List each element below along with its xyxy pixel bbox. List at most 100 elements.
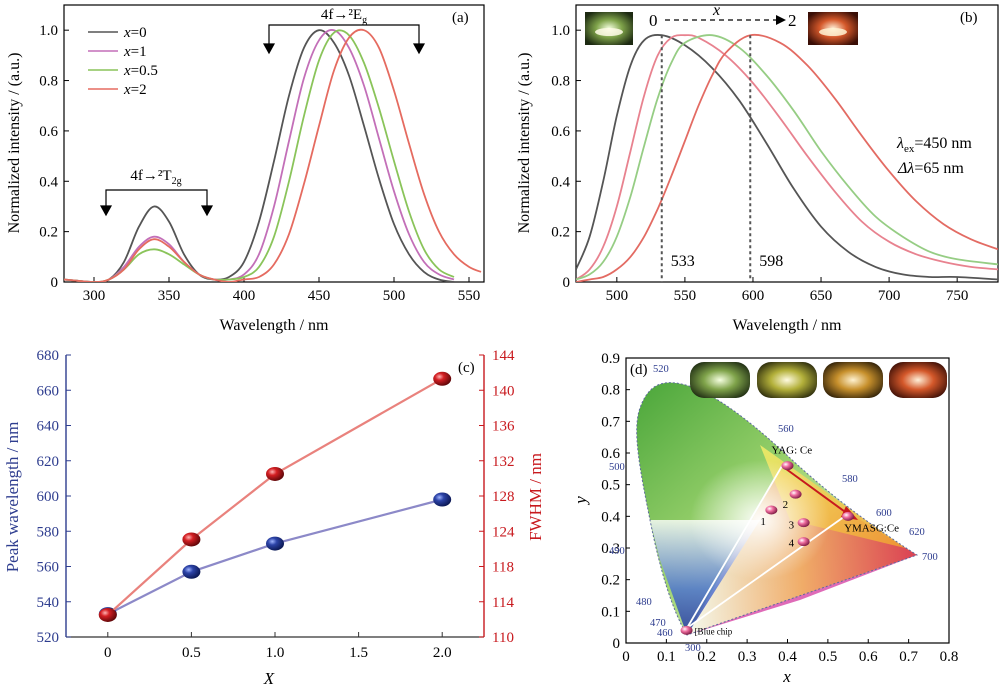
annotation-t2g xyxy=(99,189,214,217)
panel-a-legend: x=0 x=1 x=0.5 x=2 xyxy=(88,25,158,98)
peak-marker-label-1: 598 xyxy=(759,253,783,270)
panel-b-xtick-label: 650 xyxy=(810,288,833,304)
panel-c-ytick-left-label: 640 xyxy=(37,419,60,435)
panel-b-series xyxy=(576,33,998,282)
locus-label-2: 580 xyxy=(842,474,858,485)
panel-c-xtick-label: 1.0 xyxy=(266,645,285,661)
panel-d-point-6 xyxy=(680,625,693,635)
panel-d-axis-ticks: 0 0.1 0.2 0.3 0.4 0.5 0.6 0.7 0.8 0 0.1 0.2 0.3 0.4 0.… xyxy=(601,351,958,665)
panel-a-xtick-label: 500 xyxy=(383,288,406,304)
panel-d-ytick-label: 0.9 xyxy=(601,351,620,367)
panel-b-ytick-label: 0.8 xyxy=(551,74,570,90)
panel-a-ytick-label: 0.4 xyxy=(39,174,58,190)
locus-label-11: 300 xyxy=(685,643,701,654)
panel-d-point-label-2: 3 xyxy=(789,520,795,532)
panel-c-ytick-left-label: 580 xyxy=(37,524,60,540)
led-photo-strip xyxy=(690,362,947,398)
panel-d-ylabel: y xyxy=(571,496,590,506)
panel-b-line-3 xyxy=(576,33,998,282)
panel-d-point-5 xyxy=(842,511,855,521)
panel-c-label: (c) xyxy=(458,360,475,376)
locus-label-10: 460 xyxy=(657,628,673,639)
panel-b-xtick-label: 700 xyxy=(878,288,901,304)
panel-a-xtick-label: 300 xyxy=(83,288,106,304)
panel-b: 500 550 600 650 700 750 0 0.2 0.4 0.6 0.8 1.0 (b) W… xyxy=(516,2,999,334)
panel-d-xtick-label: 0.5 xyxy=(819,649,838,665)
locus-label-5: 620 xyxy=(909,527,925,538)
fwhm-label: Δλ=65 nm xyxy=(897,160,964,177)
panel-d-point-4 xyxy=(781,461,794,471)
panel-a-line-0 xyxy=(64,29,455,282)
panel-d-xtick-label: 0 xyxy=(622,649,630,665)
panel-a-line-3 xyxy=(64,28,482,282)
panel-b-axis-ticks: 500 550 600 650 700 750 0 0.2 0.4 0.6 0.8 1.0 xyxy=(551,23,968,304)
panel-c-ytick-left-label: 540 xyxy=(37,595,60,611)
panel-a-frame xyxy=(63,4,485,283)
panel-d-ytick-label: 0.8 xyxy=(601,383,620,399)
panel-d-point-label-5: YMASG:Ce xyxy=(844,522,899,534)
peak-marker-label-0: 533 xyxy=(671,253,695,270)
panel-d-ytick-label: 0.5 xyxy=(601,478,620,494)
panel-c-point xyxy=(98,607,117,622)
panel-d-xtick-label: 0.6 xyxy=(859,649,878,665)
panel-a-ytick-label: 0.8 xyxy=(39,74,58,90)
panel-d-ytick-label: 0.4 xyxy=(601,509,620,525)
panel-a-xtick-label: 350 xyxy=(158,288,181,304)
panel-a-ytick-label: 0 xyxy=(51,275,59,291)
panel-d-point-3 xyxy=(797,537,810,547)
panel-c-ytick-left-label: 520 xyxy=(37,630,60,646)
panel-c-line-1 xyxy=(107,377,443,616)
panel-a-ytick-label: 1.0 xyxy=(39,23,58,39)
panel-a-xtick-label: 400 xyxy=(233,288,256,304)
panel-c-ytick-left-label: 660 xyxy=(37,383,60,399)
panel-c-ytick-right-label: 132 xyxy=(492,454,515,470)
panel-b-ytick-label: 0.4 xyxy=(551,174,570,190)
panel-a-line-2 xyxy=(64,29,455,282)
panel-b-ytick-label: 0.2 xyxy=(551,225,570,241)
panel-a-axis-ticks: 300 350 400 450 500 550 0 0.2 0.4 0.6 0.8 1.0 xyxy=(39,23,480,304)
panel-c-ytick-left-label: 680 xyxy=(37,348,60,364)
panel-a-ytick-label: 0.6 xyxy=(39,124,58,140)
panel-b-xlabel: Wavelength / nm xyxy=(733,317,842,334)
panel-a-series xyxy=(64,28,482,282)
shift-arrow-cie xyxy=(781,465,849,515)
panel-d-point-label-1: 2 xyxy=(783,499,789,511)
panel-c-xlabel: X xyxy=(263,669,275,687)
ymasg-line xyxy=(686,513,849,629)
panel-a-xtick-label: 550 xyxy=(458,288,481,304)
locus-label-9: 470 xyxy=(650,618,666,629)
shift-arrow-var: x xyxy=(712,2,720,19)
panel-a-xlabel: Wavelength / nm xyxy=(220,317,329,334)
panel-d-points: 1 23 4 YAG: Ce YMASG:Ce [Blue chip xyxy=(680,445,899,636)
panel-d-ytick-label: 0.2 xyxy=(601,573,620,589)
panel-b-ytick-label: 1.0 xyxy=(551,23,570,39)
panel-d-point-label-6: [Blue chip xyxy=(695,626,733,636)
panel-c-series xyxy=(98,371,452,622)
panel-c-ytick-right-label: 128 xyxy=(492,489,515,505)
locus-label-3: 500 xyxy=(609,462,625,473)
panel-b-ylabel: Normalized intensity / (a.u.) xyxy=(516,53,533,234)
panel-b-xtick-label: 500 xyxy=(606,288,629,304)
panel-a-label: (a) xyxy=(452,10,469,26)
panel-d-ytick-label: 0 xyxy=(613,636,621,652)
panel-c-point xyxy=(266,536,284,551)
panel-c-ytick-right-label: 136 xyxy=(492,419,515,435)
panel-c-xtick-label: 2.0 xyxy=(433,645,452,661)
panel-c-xtick-label: 0 xyxy=(104,645,112,661)
panel-b-xtick-label: 550 xyxy=(674,288,697,304)
annotation-eg-label: 4f→²Eg xyxy=(321,7,367,26)
legend-label-x1: x=1 xyxy=(123,44,147,60)
legend-label-x0: x=0 xyxy=(123,25,147,41)
panel-b-label: (b) xyxy=(960,10,978,26)
panel-a-ylabel: Normalized intensity / (a.u.) xyxy=(6,53,23,234)
shift-arrow-start: 0 xyxy=(649,11,658,30)
panel-b-ytick-label: 0 xyxy=(563,275,571,291)
panel-d-ytick-label: 0.1 xyxy=(601,604,620,620)
panel-c-point xyxy=(182,532,201,547)
panel-b-peak-markers: 533 598 xyxy=(660,35,783,282)
panel-c-ytick-right-label: 114 xyxy=(492,595,514,611)
panel-b-line-0 xyxy=(576,34,998,281)
panel-d-xtick-label: 0.8 xyxy=(940,649,959,665)
panel-d-xtick-label: 0.3 xyxy=(738,649,757,665)
panel-c-ylabel-left: Peak wavelength / nm xyxy=(3,422,22,573)
